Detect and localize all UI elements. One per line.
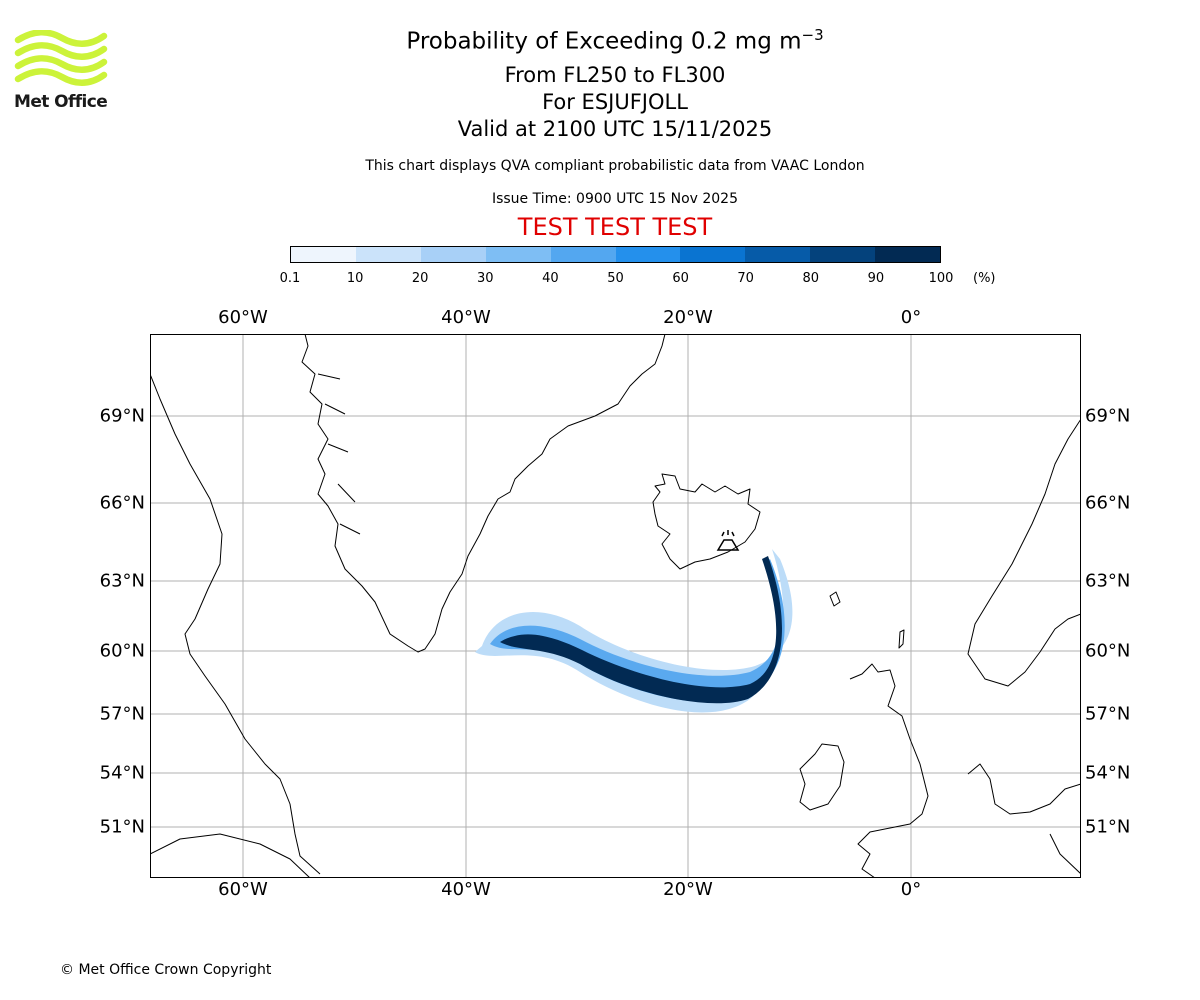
colorbar-tick-label: 0.1 <box>279 271 301 286</box>
coast-shetland <box>898 629 905 649</box>
colorbar-segment <box>745 247 811 262</box>
colorbar-segment <box>291 247 356 262</box>
latitude-label: 51°N <box>99 816 145 838</box>
longitude-label: 20°W <box>663 879 713 900</box>
coast-continent <box>967 763 1081 875</box>
valid-time: Valid at 2100 UTC 15/11/2025 <box>457 117 773 141</box>
met-office-waves-icon <box>14 29 108 86</box>
colorbar-segment <box>680 247 746 262</box>
longitude-label: 20°W <box>663 307 713 328</box>
longitude-label: 0° <box>900 879 922 900</box>
longitude-label: 0° <box>900 307 922 328</box>
colorbar-segment <box>875 247 941 262</box>
coast-greenland <box>301 334 666 653</box>
graticule <box>150 334 1081 878</box>
plume-core <box>500 556 782 704</box>
colorbar-tick-label: 40 <box>542 271 559 286</box>
coast-norway <box>967 418 1081 687</box>
latitude-label: 69°N <box>99 405 145 427</box>
colorbar-tick-label: 100 <box>928 271 954 286</box>
flight-level-range: From FL250 to FL300 <box>504 63 726 87</box>
coastlines <box>150 334 1081 878</box>
map-panel <box>150 334 1081 878</box>
colorbar-tick-label: 60 <box>672 271 689 286</box>
colorbar-tick-label: 30 <box>477 271 494 286</box>
latitude-label: 57°N <box>99 703 145 725</box>
latitude-label: 66°N <box>99 492 145 514</box>
latitude-label: 54°N <box>1085 762 1131 784</box>
colorbar-segment <box>550 247 616 262</box>
chart-description: This chart displays QVA compliant probab… <box>365 158 865 174</box>
colorbar-segment <box>420 247 486 262</box>
coast-labrador <box>150 373 321 875</box>
coast-greenland-fjords <box>317 373 361 535</box>
latitude-label: 69°N <box>1085 405 1131 427</box>
latitude-label: 63°N <box>1085 570 1131 592</box>
ash-plume <box>475 549 793 713</box>
longitude-label: 60°W <box>218 879 268 900</box>
colorbar-tick-label: 20 <box>411 271 429 286</box>
met-office-logo: Met Office <box>14 29 109 114</box>
colorbar-tick-label: 10 <box>346 271 364 286</box>
coast-great-britain <box>849 663 929 878</box>
latitude-label: 66°N <box>1085 492 1131 514</box>
plume-low <box>475 549 793 713</box>
copyright: © Met Office Crown Copyright <box>60 962 272 978</box>
chart-title: Probability of Exceeding 0.2 mg m−3 <box>406 26 824 55</box>
latitude-label: 63°N <box>99 570 145 592</box>
test-banner: TEST TEST TEST <box>517 213 713 241</box>
coast-faroe <box>829 591 841 607</box>
issue-time: Issue Time: 0900 UTC 15 Nov 2025 <box>491 191 739 207</box>
longitude-label: 40°W <box>441 307 491 328</box>
map-frame <box>150 334 1081 878</box>
longitude-label: 40°W <box>441 879 491 900</box>
colorbar-tick-label: 90 <box>867 271 885 286</box>
colorbar-segment <box>355 247 421 262</box>
probability-colorbar <box>290 246 941 263</box>
colorbar-segment <box>810 247 876 262</box>
colorbar-tick-label: 80 <box>802 271 820 286</box>
colorbar-unit: (%) <box>973 271 996 286</box>
coast-newfoundland <box>150 833 311 878</box>
coast-ireland <box>799 743 845 811</box>
latitude-label: 54°N <box>99 762 145 784</box>
latitude-label: 60°N <box>1085 640 1131 662</box>
volcano-icon <box>716 530 740 551</box>
colorbar-segment <box>615 247 681 262</box>
colorbar-tick-label: 50 <box>607 271 624 286</box>
coast-iceland <box>652 473 761 570</box>
volcano-name: For ESJUFJOLL <box>542 90 688 114</box>
colorbar-segment <box>485 247 551 262</box>
latitude-label: 57°N <box>1085 703 1131 725</box>
longitude-label: 60°W <box>218 307 268 328</box>
latitude-label: 60°N <box>99 640 145 662</box>
latitude-label: 51°N <box>1085 816 1131 838</box>
logo-text: Met Office <box>14 92 108 112</box>
colorbar-tick-label: 70 <box>737 271 754 286</box>
